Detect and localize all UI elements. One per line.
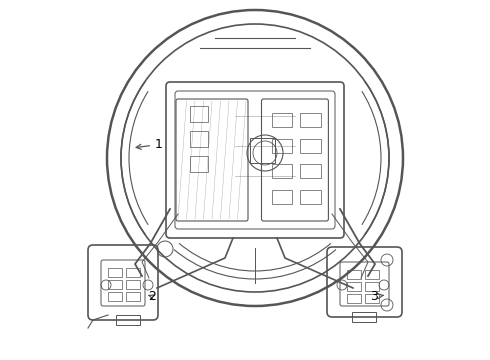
Bar — [365, 294, 379, 303]
Text: 2: 2 — [148, 290, 156, 303]
Bar — [116, 315, 140, 325]
Text: 1: 1 — [136, 138, 163, 151]
Bar — [108, 280, 122, 289]
Bar — [126, 292, 140, 301]
Bar — [271, 189, 293, 203]
Bar — [190, 106, 208, 122]
Bar — [271, 139, 293, 153]
Bar — [300, 189, 321, 203]
Bar — [300, 113, 321, 127]
Bar — [126, 280, 140, 289]
Bar — [352, 312, 376, 322]
Bar — [300, 139, 321, 153]
Bar — [271, 113, 293, 127]
Bar — [108, 268, 122, 277]
Bar — [347, 270, 361, 279]
Bar — [365, 270, 379, 279]
Bar — [108, 292, 122, 301]
Text: 3: 3 — [370, 290, 384, 303]
Bar — [190, 131, 208, 147]
Bar — [190, 156, 208, 172]
Bar — [347, 294, 361, 303]
Bar — [271, 164, 293, 178]
Bar — [365, 282, 379, 291]
Bar — [347, 282, 361, 291]
Bar — [250, 138, 275, 163]
Bar — [300, 164, 321, 178]
Bar — [126, 268, 140, 277]
